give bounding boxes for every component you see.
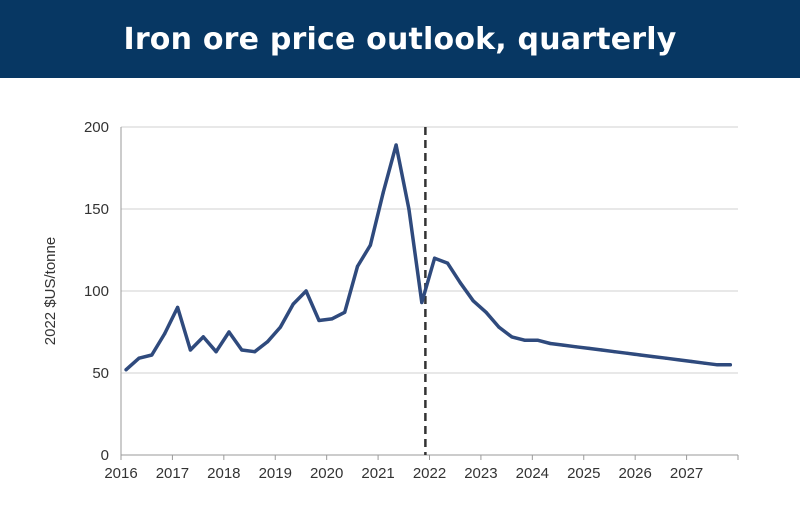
data-point — [278, 325, 282, 329]
gridlines — [121, 126, 738, 374]
data-point — [201, 335, 205, 339]
data-point — [561, 343, 565, 347]
data-point — [265, 340, 270, 344]
data-point — [394, 143, 398, 147]
data-point — [433, 256, 437, 260]
x-tick-label: 2026 — [618, 465, 651, 482]
data-point — [124, 368, 128, 372]
y-tick-label: 100 — [84, 283, 109, 300]
data-point — [638, 353, 642, 357]
data-point — [664, 356, 668, 360]
data-point — [381, 191, 385, 195]
data-point — [163, 332, 167, 336]
data-point — [497, 325, 501, 329]
tick-labels: 0 50 100 150 200 2016 2017 2018 2019 2020 2021 2022… — [84, 119, 703, 482]
data-point — [690, 359, 694, 364]
x-tick-label: 2021 — [361, 465, 394, 482]
series-line-0 — [124, 143, 733, 372]
data-point — [368, 243, 372, 247]
data-point — [728, 363, 732, 367]
y-tick-label: 200 — [84, 119, 109, 136]
data-point — [651, 355, 655, 359]
data-point — [613, 350, 617, 354]
y-tick-label: 50 — [92, 365, 109, 382]
y-axis-title: 2022 $US/tonne — [42, 237, 59, 345]
data-point — [227, 330, 231, 334]
data-point — [214, 350, 218, 354]
x-tick-label: 2023 — [464, 465, 497, 482]
y-tick-label: 0 — [101, 447, 109, 464]
x-tick-label: 2017 — [156, 465, 189, 482]
data-point — [253, 350, 257, 354]
data-point — [600, 348, 604, 352]
data-point — [240, 348, 244, 352]
data-point — [150, 353, 154, 357]
series — [124, 143, 733, 372]
title-banner: Iron ore price outlook, quarterly — [0, 0, 800, 78]
axes — [120, 127, 739, 460]
data-point — [330, 317, 334, 321]
data-point — [291, 302, 295, 306]
x-tick-label: 2020 — [310, 465, 343, 482]
data-point — [188, 348, 192, 352]
x-tick-label: 2024 — [516, 465, 549, 482]
data-point — [523, 338, 527, 342]
data-point — [548, 341, 552, 346]
data-point — [304, 289, 308, 293]
data-point — [343, 310, 347, 314]
data-point — [420, 300, 424, 305]
data-point — [407, 207, 411, 211]
data-point — [137, 356, 141, 360]
data-point — [703, 361, 707, 365]
y-tick-label: 150 — [84, 201, 109, 218]
data-point — [355, 264, 360, 268]
data-point — [317, 318, 321, 323]
x-tick-label: 2027 — [670, 465, 703, 482]
data-point — [471, 299, 475, 303]
data-point — [458, 281, 462, 285]
data-point — [535, 338, 540, 342]
data-point — [445, 261, 450, 265]
data-point — [625, 351, 630, 355]
data-point — [484, 310, 488, 314]
data-point — [510, 335, 514, 339]
data-point — [574, 345, 578, 349]
data-point — [677, 358, 681, 362]
x-tick-label: 2022 — [413, 465, 446, 482]
chart-title: Iron ore price outlook, quarterly — [123, 21, 677, 57]
data-point — [587, 346, 591, 350]
x-tick-label: 2019 — [259, 465, 292, 482]
x-tick-label: 2016 — [104, 465, 137, 482]
data-point — [715, 363, 720, 367]
x-tick-label: 2025 — [567, 465, 600, 482]
x-tick-label: 2018 — [207, 465, 240, 482]
data-point — [176, 305, 180, 309]
